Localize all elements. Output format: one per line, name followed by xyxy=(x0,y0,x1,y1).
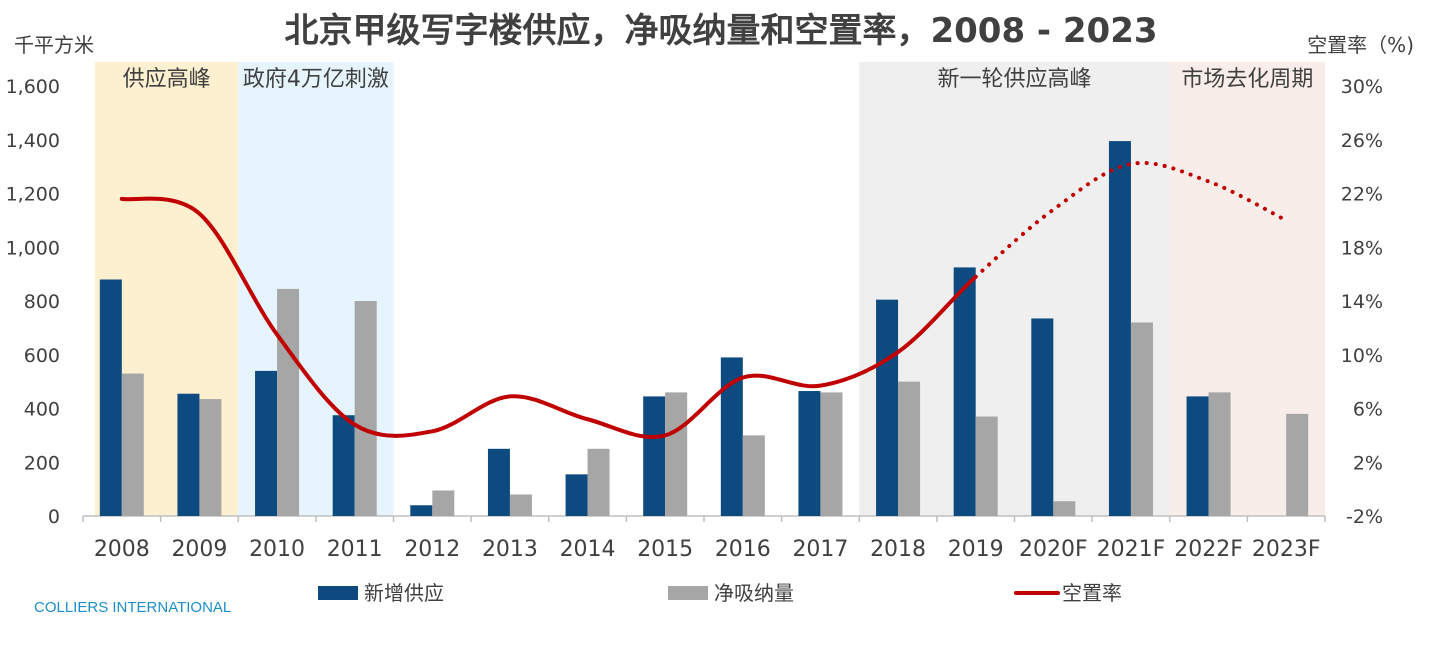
vacancy-line-solid xyxy=(119,196,978,439)
x-tick-label: 2009 xyxy=(171,537,227,562)
left-tick-label: 200 xyxy=(24,452,60,474)
supply-bar xyxy=(410,505,433,516)
right-tick-label: 26% xyxy=(1341,130,1383,152)
supply-bar xyxy=(487,448,510,516)
left-tick-label: 800 xyxy=(24,291,60,313)
left-tick-label: 1,400 xyxy=(6,130,60,152)
absorption-bar xyxy=(509,494,532,516)
region-label: 供应高峰 xyxy=(123,67,211,92)
left-tick-label: 1,600 xyxy=(6,76,60,98)
right-tick-label: 14% xyxy=(1341,291,1383,313)
right-tick-label: 30% xyxy=(1341,76,1383,98)
absorption-bar xyxy=(820,392,843,516)
left-tick-label: 400 xyxy=(24,399,60,421)
left-tick-label: 600 xyxy=(24,345,60,367)
right-tick-label: 18% xyxy=(1341,237,1383,259)
supply-bar xyxy=(332,415,355,516)
x-axis: 2008 2009 2010 2011 2012 2013 2014 2015 2016 2017… xyxy=(82,515,1326,562)
x-tick-label: 2019 xyxy=(948,537,1004,562)
x-tick-label: 2013 xyxy=(482,537,538,562)
supply-bar xyxy=(1031,318,1054,516)
right-tick-label: 10% xyxy=(1341,345,1383,367)
supply-bar xyxy=(1186,396,1209,516)
absorption-bar xyxy=(199,399,222,516)
absorption-bar xyxy=(1208,392,1231,516)
supply-bar xyxy=(953,267,976,516)
absorption-bar xyxy=(277,288,300,516)
legend-swatch xyxy=(318,586,358,600)
supply-bar xyxy=(177,393,200,516)
x-tick-label: 2021F xyxy=(1097,537,1166,562)
left-axis-ticks: 0 200 400 600 800 1,000 1,200 1,400 1,600 xyxy=(6,76,60,528)
left-tick-label: 1,000 xyxy=(6,237,60,259)
absorption-bar xyxy=(898,381,921,516)
absorption-bar xyxy=(1053,501,1076,516)
absorption-bar xyxy=(121,373,144,516)
absorption-bar xyxy=(742,435,765,516)
x-tick-label: 2022F xyxy=(1174,537,1243,562)
bars xyxy=(99,141,1309,516)
right-tick-label: 6% xyxy=(1353,399,1383,421)
supply-bar xyxy=(99,279,122,516)
supply-bar xyxy=(1108,141,1131,516)
supply-bar xyxy=(565,474,588,516)
region-label: 政府4万亿刺激 xyxy=(243,67,389,92)
legend-label: 净吸纳量 xyxy=(714,581,794,605)
vacancy-line xyxy=(119,161,1289,439)
absorption-bar xyxy=(975,416,998,516)
absorption-bar xyxy=(1130,322,1153,516)
supply-bar xyxy=(643,396,666,516)
absorption-bar xyxy=(1286,413,1309,516)
left-tick-label: 1,200 xyxy=(6,184,60,206)
absorption-bar xyxy=(354,301,377,516)
x-tick-label: 2018 xyxy=(870,537,926,562)
source-label: COLLIERS INTERNATIONAL xyxy=(34,599,231,616)
absorption-bar xyxy=(432,490,455,516)
legend-label: 空置率 xyxy=(1062,581,1122,605)
right-tick-label: 22% xyxy=(1341,184,1383,206)
chart-title: 北京甲级写字楼供应，净吸纳量和空置率，2008 - 2023 xyxy=(284,11,1157,51)
supply-bar xyxy=(720,357,743,516)
x-tick-label: 2017 xyxy=(792,537,848,562)
right-axis-unit: 空置率（%) xyxy=(1307,33,1414,57)
legend-swatch xyxy=(668,586,708,600)
supply-bar xyxy=(798,391,821,516)
left-axis-unit: 千平方米 xyxy=(14,33,94,57)
right-tick-label: -2% xyxy=(1346,506,1383,528)
right-axis-ticks: -2% 2% 6% 10% 14% 18% 22% 26% 30% xyxy=(1341,76,1383,528)
absorption-bar xyxy=(587,448,610,516)
x-tick-label: 2008 xyxy=(94,537,150,562)
x-tick-label: 2020F xyxy=(1019,537,1088,562)
legend-label: 新增供应 xyxy=(364,581,444,605)
region-label: 新一轮供应高峰 xyxy=(937,67,1091,92)
x-tick-label: 2016 xyxy=(715,537,771,562)
x-tick-label: 2014 xyxy=(560,537,616,562)
vacancy-line-forecast xyxy=(973,161,1289,279)
x-tick-label: 2011 xyxy=(327,537,383,562)
legend: 新增供应 净吸纳量 空置率 xyxy=(318,581,1122,605)
x-tick-label: 2010 xyxy=(249,537,305,562)
right-tick-label: 2% xyxy=(1353,452,1383,474)
left-tick-label: 0 xyxy=(48,506,60,528)
x-tick-label: 2015 xyxy=(637,537,693,562)
absorption-bar xyxy=(665,392,688,516)
supply-bar xyxy=(876,299,899,516)
x-tick-label: 2023F xyxy=(1252,537,1321,562)
x-tick-label: 2012 xyxy=(404,537,460,562)
region-label: 市场去化周期 xyxy=(1181,67,1313,92)
supply-bar xyxy=(255,370,278,516)
